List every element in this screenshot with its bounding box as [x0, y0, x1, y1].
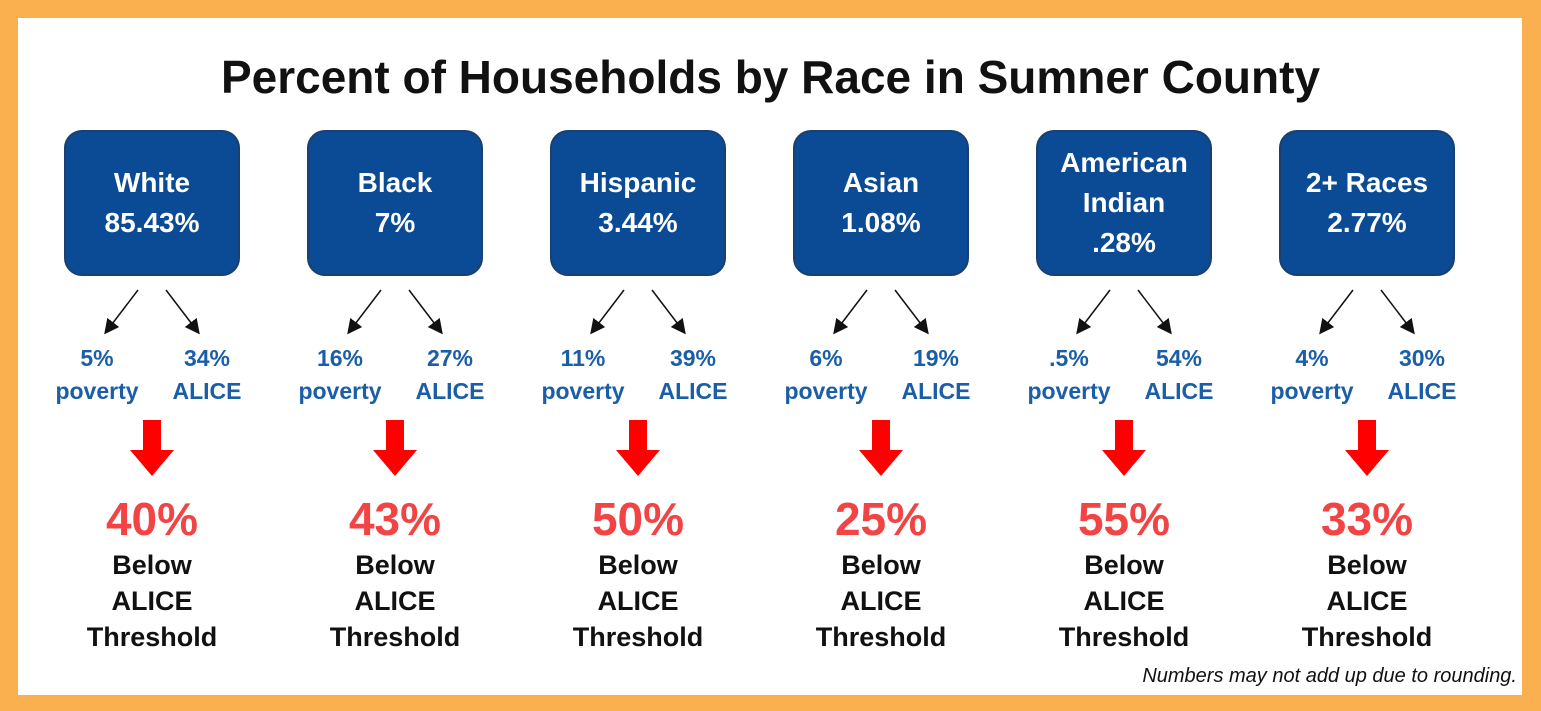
below-label: Below: [1084, 550, 1164, 580]
poverty-label: poverty: [784, 378, 868, 404]
group-share: .28%: [1092, 227, 1156, 258]
poverty-value: 11%: [560, 345, 606, 371]
poverty-value: .5%: [1049, 345, 1089, 371]
poverty-label: poverty: [1270, 378, 1354, 404]
below-label: ALICE: [597, 586, 679, 616]
below-label: ALICE: [1326, 586, 1408, 616]
below-label: ALICE: [840, 586, 922, 616]
panel: [18, 18, 1522, 695]
below-label: ALICE: [1083, 586, 1165, 616]
below-label: Below: [598, 550, 678, 580]
poverty-label: poverty: [1027, 378, 1111, 404]
poverty-value: 4%: [1295, 345, 1329, 371]
group-name: American Indian: [1060, 147, 1188, 218]
alice-label: ALICE: [1387, 378, 1457, 404]
arrow: [1076, 289, 1111, 335]
group-box: American Indian .28%: [1036, 130, 1212, 276]
alice-label: ALICE: [415, 378, 485, 404]
below-label: Threshold: [815, 622, 947, 652]
group-box: Black 7%: [307, 130, 483, 276]
alice-value: 39%: [669, 345, 717, 371]
below-label: ALICE: [354, 586, 436, 616]
group-share: 7%: [374, 207, 416, 238]
below-label: Threshold: [1058, 622, 1190, 652]
alice-label: ALICE: [901, 378, 971, 404]
arrow: [130, 420, 174, 476]
poverty-value: 6%: [809, 345, 843, 371]
arrow: [1345, 420, 1389, 476]
group-box: 2+ Races 2.77%: [1279, 130, 1455, 276]
poverty-label: poverty: [55, 378, 139, 404]
poverty-value: 16%: [316, 345, 364, 371]
group-box: White 85.43%: [64, 130, 240, 276]
below-value: 40%: [105, 493, 199, 545]
below-label: Below: [355, 550, 435, 580]
arrow: [104, 289, 139, 335]
group-name: Asian: [842, 167, 920, 198]
group-name: White: [113, 167, 191, 198]
group-share: 1.08%: [841, 207, 921, 238]
below-value: 33%: [1320, 493, 1414, 545]
group-name: 2+ Races: [1305, 167, 1429, 198]
alice-value: 54%: [1155, 345, 1203, 371]
alice-label: ALICE: [658, 378, 728, 404]
arrow: [651, 289, 686, 335]
title: Percent of Households by Race in Sumner …: [220, 51, 1321, 103]
below-label: Threshold: [1301, 622, 1433, 652]
group-box: Hispanic 3.44%: [550, 130, 726, 276]
poverty-label: poverty: [298, 378, 382, 404]
arrow: [894, 289, 929, 335]
below-label: Below: [1327, 550, 1407, 580]
alice-value: 19%: [912, 345, 960, 371]
poverty-label: poverty: [541, 378, 625, 404]
arrow: [859, 420, 903, 476]
alice-value: 27%: [426, 345, 474, 371]
below-value: 25%: [834, 493, 928, 545]
group-share: 85.43%: [104, 207, 200, 238]
arrow: [1137, 289, 1172, 335]
group-share: 2.77%: [1327, 207, 1407, 238]
arrow: [590, 289, 625, 335]
arrow: [616, 420, 660, 476]
below-label: ALICE: [111, 586, 193, 616]
alice-value: 30%: [1398, 345, 1446, 371]
arrow: [165, 289, 200, 335]
below-label: Below: [112, 550, 192, 580]
alice-label: ALICE: [1144, 378, 1214, 404]
group-name: Hispanic: [579, 167, 697, 198]
arrow: [833, 289, 868, 335]
below-label: Threshold: [86, 622, 218, 652]
arrow: [1380, 289, 1415, 335]
group-box: Asian 1.08%: [793, 130, 969, 276]
below-value: 43%: [348, 493, 442, 545]
below-label: Threshold: [572, 622, 704, 652]
alice-value: 34%: [183, 345, 231, 371]
group-share: 3.44%: [598, 207, 678, 238]
below-label: Below: [841, 550, 921, 580]
arrow: [1319, 289, 1354, 335]
below-value: 50%: [591, 493, 685, 545]
alice-label: ALICE: [172, 378, 242, 404]
arrow: [1102, 420, 1146, 476]
arrow: [373, 420, 417, 476]
below-label: Threshold: [329, 622, 461, 652]
footnote: Numbers may not add up due to rounding.: [1142, 665, 1517, 687]
arrow: [408, 289, 443, 335]
arrow: [347, 289, 382, 335]
group-name: Black: [357, 167, 433, 198]
below-value: 55%: [1077, 493, 1171, 545]
poverty-value: 5%: [80, 345, 114, 371]
